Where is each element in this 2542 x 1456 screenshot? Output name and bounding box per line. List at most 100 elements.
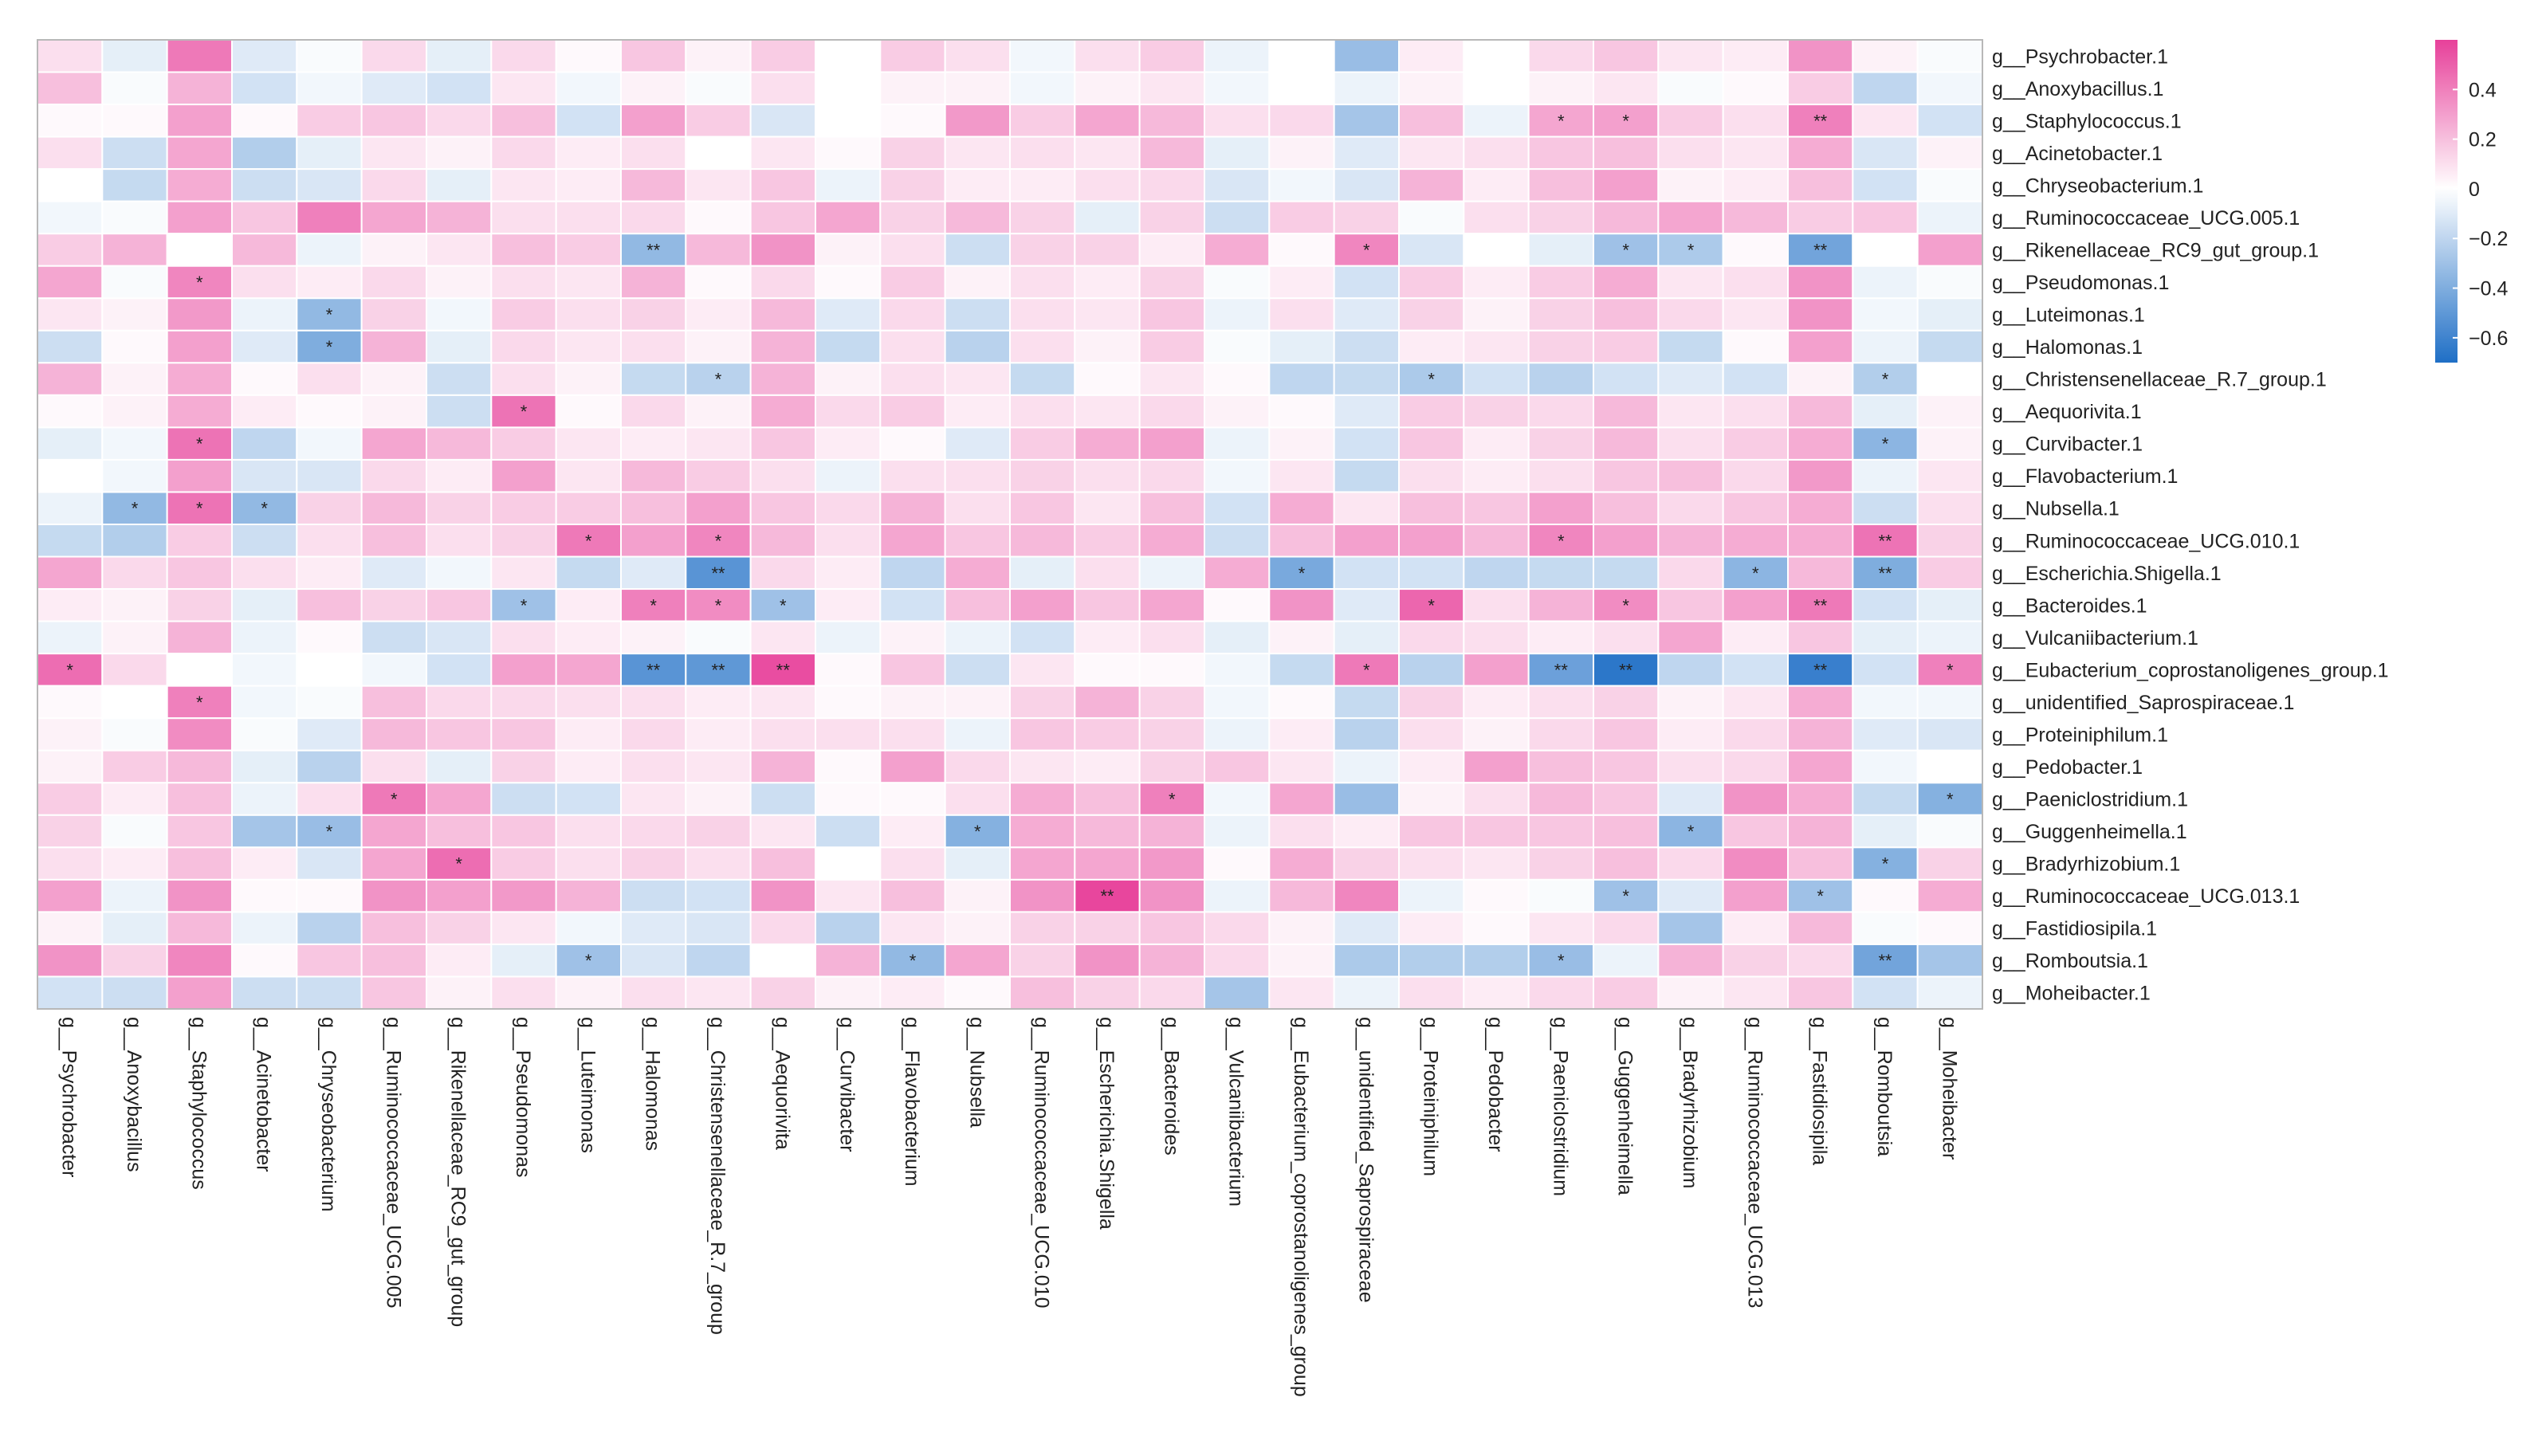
heatmap-cell <box>685 297 752 332</box>
heatmap-cell <box>1916 265 1983 300</box>
heatmap-cell <box>1657 104 1724 138</box>
heatmap-cell <box>37 297 104 332</box>
heatmap-cell <box>1852 588 1919 622</box>
heatmap-cell <box>749 458 816 493</box>
heatmap-cell <box>1852 911 1919 945</box>
heatmap-cell <box>231 168 298 202</box>
row-label: g__Halomonas.1 <box>1992 336 2143 359</box>
heatmap-cell <box>879 135 946 171</box>
colorbar-tick-label: −0.4 <box>2469 278 2508 300</box>
heatmap-cell <box>296 749 363 784</box>
heatmap-cell <box>296 588 363 622</box>
heatmap-cell <box>685 394 752 429</box>
column-label: g__Flavobacterium <box>901 1017 923 1187</box>
heatmap-cell <box>749 749 816 784</box>
heatmap-cell <box>1138 846 1206 881</box>
heatmap-cell <box>37 653 104 687</box>
heatmap-cell <box>1398 911 1465 945</box>
heatmap-cell <box>1657 911 1724 945</box>
heatmap-cell <box>1268 846 1335 881</box>
heatmap-cell <box>1333 200 1401 235</box>
column-label: g__Psychrobacter <box>58 1017 81 1178</box>
heatmap-cell <box>1074 782 1141 816</box>
heatmap-cell <box>685 685 752 720</box>
heatmap-cell <box>1204 491 1271 525</box>
heatmap-cell <box>1398 846 1465 881</box>
heatmap-cell <box>620 362 687 396</box>
heatmap-cell <box>231 620 298 655</box>
column-label: g__Eubacterium_coprostanoligenes_group <box>1290 1017 1312 1397</box>
heatmap-cell <box>944 491 1012 525</box>
heatmap-cell <box>1138 426 1206 461</box>
column-label: g__Pedobacter <box>1484 1017 1507 1152</box>
heatmap-cell <box>231 394 298 429</box>
significance-marker: * <box>391 790 398 810</box>
heatmap-cell <box>1463 491 1530 525</box>
heatmap-cell <box>620 911 687 945</box>
heatmap-cell <box>101 426 168 461</box>
heatmap-cell <box>749 524 816 558</box>
heatmap-cell <box>426 233 493 267</box>
heatmap-cell <box>749 104 816 138</box>
heatmap-cell <box>490 200 557 235</box>
heatmap-cell <box>1722 653 1789 687</box>
heatmap-cell <box>37 458 104 493</box>
heatmap-cell <box>490 911 557 945</box>
heatmap-cell <box>1268 71 1335 106</box>
heatmap-cell <box>101 458 168 493</box>
heatmap-cell <box>101 975 168 1010</box>
heatmap-cell <box>944 846 1012 881</box>
column-label: g__Chryseobacterium <box>317 1017 340 1212</box>
heatmap-cell <box>1398 233 1465 267</box>
heatmap-cell <box>1593 329 1660 364</box>
heatmap-cell <box>166 878 233 913</box>
heatmap-cell <box>555 620 622 655</box>
heatmap-cell <box>1138 104 1206 138</box>
heatmap-cell <box>1527 878 1595 913</box>
significance-marker: * <box>1622 240 1629 260</box>
heatmap-cell <box>490 168 557 202</box>
heatmap-cell <box>879 491 946 525</box>
heatmap-cell <box>749 168 816 202</box>
heatmap-cell <box>1463 814 1530 849</box>
heatmap-cell <box>101 265 168 300</box>
significance-marker: * <box>196 693 203 712</box>
colorbar-tick-label: 0.4 <box>2469 79 2497 101</box>
heatmap-cell <box>166 135 233 171</box>
heatmap-cell <box>944 975 1012 1010</box>
heatmap-cell <box>231 426 298 461</box>
heatmap-cell <box>1527 685 1595 720</box>
heatmap-cell <box>1463 555 1530 591</box>
heatmap-cell <box>360 911 428 945</box>
heatmap-cell <box>1268 104 1335 138</box>
heatmap-cell <box>1138 458 1206 493</box>
heatmap-cell <box>815 135 882 171</box>
heatmap-cell <box>1657 588 1724 622</box>
heatmap-cell <box>1333 458 1401 493</box>
heatmap-cell <box>426 653 493 687</box>
heatmap-cell <box>360 555 428 591</box>
heatmap-cell <box>231 329 298 364</box>
heatmap-cell <box>749 717 816 752</box>
heatmap-cell <box>1787 717 1854 752</box>
significance-marker: * <box>521 595 528 615</box>
heatmap-cell <box>1852 362 1919 396</box>
heatmap-cell <box>1074 846 1141 881</box>
heatmap-cell <box>1916 782 1983 816</box>
heatmap-cell <box>1333 491 1401 525</box>
heatmap-cell <box>1852 717 1919 752</box>
significance-marker: * <box>1622 595 1629 615</box>
heatmap-cell <box>1463 653 1530 687</box>
heatmap-cell <box>1657 135 1724 171</box>
row-label: g__Proteiniphilum.1 <box>1992 724 2168 746</box>
heatmap-cell <box>944 814 1012 849</box>
column-label: g__Halomonas <box>642 1017 664 1151</box>
heatmap-cell <box>1787 911 1854 945</box>
heatmap-cell <box>944 782 1012 816</box>
heatmap-cell <box>1204 846 1271 881</box>
heatmap-cell <box>1204 685 1271 720</box>
heatmap-cell <box>815 620 882 655</box>
heatmap-cell <box>749 394 816 429</box>
heatmap-cell <box>490 878 557 913</box>
row-label: g__Romboutsia.1 <box>1992 950 2148 972</box>
